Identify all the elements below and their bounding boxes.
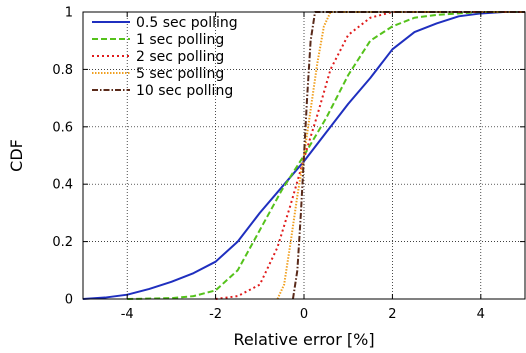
x-tick-label: 4 — [477, 307, 485, 322]
legend-label: 2 sec polling — [136, 49, 224, 65]
y-tick-label: 1 — [65, 6, 73, 21]
series-lines — [82, 11, 525, 300]
y-tick-label: 0.8 — [52, 63, 73, 78]
legend-label: 1 sec polling — [136, 32, 224, 48]
x-tick-label: -2 — [209, 307, 222, 322]
y-tick-label: 0 — [65, 293, 73, 308]
legend-label: 10 sec polling — [136, 83, 233, 99]
axis-ticks: -4 -2 0 2 4 0 0.2 0.4 0.6 0.8 1 — [52, 6, 525, 322]
y-tick-label: 0.6 — [52, 120, 73, 135]
y-axis-title: CDF — [7, 139, 26, 172]
x-axis-title: Relative error [%] — [233, 330, 374, 349]
x-tick-label: 0 — [300, 307, 308, 322]
x-tick-label: -4 — [121, 307, 134, 322]
legend-label: 5 sec polling — [136, 66, 224, 82]
series-line — [215, 11, 525, 300]
series-line — [276, 11, 525, 300]
legend-label: 0.5 sec polling — [136, 15, 238, 31]
series-line — [127, 11, 525, 300]
series-line — [291, 11, 525, 300]
y-tick-label: 0.2 — [52, 235, 73, 250]
y-tick-label: 0.4 — [52, 178, 73, 193]
x-tick-label: 2 — [388, 307, 396, 322]
